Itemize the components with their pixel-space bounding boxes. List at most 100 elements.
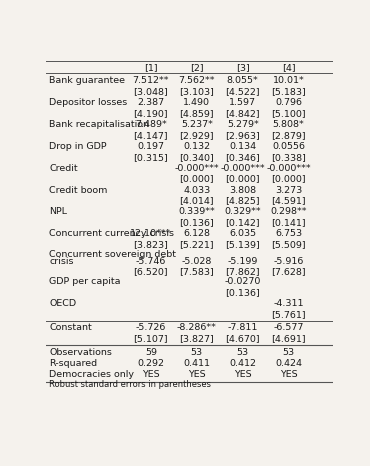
Text: Observations: Observations — [49, 348, 112, 356]
Text: [0.000]: [0.000] — [225, 175, 260, 184]
Text: OECD: OECD — [49, 299, 76, 308]
Text: [3.827]: [3.827] — [179, 335, 214, 343]
Text: YES: YES — [234, 370, 252, 379]
Text: [4.522]: [4.522] — [225, 87, 260, 96]
Text: -6.577: -6.577 — [273, 323, 304, 332]
Text: 53: 53 — [282, 348, 295, 356]
Text: [3.823]: [3.823] — [134, 240, 168, 249]
Text: Concurrent currency crisis: Concurrent currency crisis — [49, 229, 174, 238]
Text: -5.746: -5.746 — [136, 257, 166, 266]
Text: Drop in GDP: Drop in GDP — [49, 142, 107, 151]
Text: crisis: crisis — [49, 257, 74, 266]
Text: Depositor losses: Depositor losses — [49, 98, 127, 107]
Text: -0.0270: -0.0270 — [225, 277, 261, 287]
Text: 0.412: 0.412 — [229, 359, 256, 368]
Text: Concurrent sovereign debt: Concurrent sovereign debt — [49, 250, 176, 259]
Text: 4.033: 4.033 — [183, 185, 211, 194]
Text: 0.132: 0.132 — [183, 142, 211, 151]
Text: [4.670]: [4.670] — [225, 335, 260, 343]
Text: 8.055*: 8.055* — [227, 76, 259, 85]
Text: [2.963]: [2.963] — [225, 131, 260, 140]
Text: [4.591]: [4.591] — [271, 197, 306, 206]
Text: 6.128: 6.128 — [183, 229, 210, 238]
Text: [2]: [2] — [190, 64, 204, 73]
Text: 0.424: 0.424 — [275, 359, 302, 368]
Text: 53: 53 — [191, 348, 203, 356]
Text: Democracies only: Democracies only — [49, 370, 134, 379]
Text: [0.000]: [0.000] — [179, 175, 214, 184]
Text: 0.197: 0.197 — [137, 142, 164, 151]
Text: 0.329**: 0.329** — [224, 207, 261, 216]
Text: -0.000***: -0.000*** — [266, 164, 311, 172]
Text: 0.796: 0.796 — [275, 98, 302, 107]
Text: Robust standard errors in parentheses: Robust standard errors in parentheses — [49, 380, 211, 389]
Text: 59: 59 — [145, 348, 157, 356]
Text: [4.190]: [4.190] — [134, 109, 168, 118]
Text: [0.340]: [0.340] — [179, 153, 214, 162]
Text: [2.929]: [2.929] — [179, 131, 214, 140]
Text: 10.01*: 10.01* — [273, 76, 305, 85]
Text: [4.147]: [4.147] — [134, 131, 168, 140]
Text: [4.014]: [4.014] — [179, 197, 214, 206]
Text: [3.103]: [3.103] — [179, 87, 214, 96]
Text: [4.691]: [4.691] — [271, 335, 306, 343]
Text: Credit boom: Credit boom — [49, 185, 108, 194]
Text: Bank guarantee: Bank guarantee — [49, 76, 125, 85]
Text: [4.825]: [4.825] — [225, 197, 260, 206]
Text: 0.339**: 0.339** — [178, 207, 215, 216]
Text: [5.509]: [5.509] — [271, 240, 306, 249]
Text: 7.489*: 7.489* — [135, 120, 167, 129]
Text: [3.048]: [3.048] — [134, 87, 168, 96]
Text: 6.035: 6.035 — [229, 229, 256, 238]
Text: 7.512**: 7.512** — [133, 76, 169, 85]
Text: [4]: [4] — [282, 64, 295, 73]
Text: R-squared: R-squared — [49, 359, 97, 368]
Text: 6.753: 6.753 — [275, 229, 302, 238]
Text: 0.0556: 0.0556 — [272, 142, 305, 151]
Text: [7.862]: [7.862] — [225, 267, 260, 277]
Text: 0.411: 0.411 — [183, 359, 210, 368]
Text: Credit: Credit — [49, 164, 78, 172]
Text: 5.279*: 5.279* — [227, 120, 259, 129]
Text: [0.141]: [0.141] — [271, 219, 306, 227]
Text: 3.273: 3.273 — [275, 185, 302, 194]
Text: [3]: [3] — [236, 64, 249, 73]
Text: [5.761]: [5.761] — [271, 310, 306, 319]
Text: [1]: [1] — [144, 64, 158, 73]
Text: [7.628]: [7.628] — [271, 267, 306, 277]
Text: [5.100]: [5.100] — [271, 109, 306, 118]
Text: [7.583]: [7.583] — [179, 267, 214, 277]
Text: 0.298**: 0.298** — [270, 207, 307, 216]
Text: 5.237*: 5.237* — [181, 120, 213, 129]
Text: Bank recapitalisation: Bank recapitalisation — [49, 120, 149, 129]
Text: 3.808: 3.808 — [229, 185, 256, 194]
Text: YES: YES — [188, 370, 206, 379]
Text: 1.490: 1.490 — [183, 98, 210, 107]
Text: Constant: Constant — [49, 323, 92, 332]
Text: [0.346]: [0.346] — [225, 153, 260, 162]
Text: -8.286**: -8.286** — [177, 323, 217, 332]
Text: [0.136]: [0.136] — [179, 219, 214, 227]
Text: [5.183]: [5.183] — [271, 87, 306, 96]
Text: -4.311: -4.311 — [273, 299, 304, 308]
Text: 12.10***: 12.10*** — [130, 229, 172, 238]
Text: YES: YES — [142, 370, 160, 379]
Text: 0.292: 0.292 — [137, 359, 164, 368]
Text: [2.879]: [2.879] — [271, 131, 306, 140]
Text: NPL: NPL — [49, 207, 67, 216]
Text: 53: 53 — [236, 348, 249, 356]
Text: [5.139]: [5.139] — [225, 240, 260, 249]
Text: [5.107]: [5.107] — [134, 335, 168, 343]
Text: [4.859]: [4.859] — [179, 109, 214, 118]
Text: [0.000]: [0.000] — [271, 175, 306, 184]
Text: 0.134: 0.134 — [229, 142, 256, 151]
Text: -0.000***: -0.000*** — [175, 164, 219, 172]
Text: -7.811: -7.811 — [228, 323, 258, 332]
Text: 1.597: 1.597 — [229, 98, 256, 107]
Text: 2.387: 2.387 — [137, 98, 165, 107]
Text: -5.028: -5.028 — [182, 257, 212, 266]
Text: [4.842]: [4.842] — [225, 109, 260, 118]
Text: -5.916: -5.916 — [273, 257, 304, 266]
Text: [0.338]: [0.338] — [271, 153, 306, 162]
Text: [0.315]: [0.315] — [134, 153, 168, 162]
